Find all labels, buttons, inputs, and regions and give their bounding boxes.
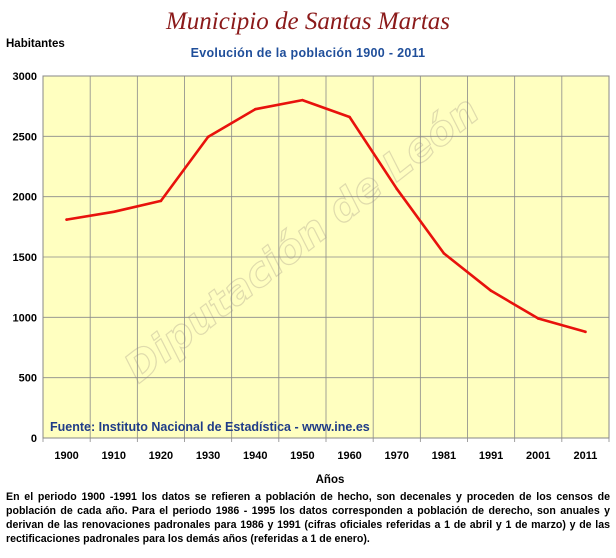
x-tick-label: 2001 [526, 450, 550, 462]
y-tick-label: 2000 [13, 192, 37, 204]
y-tick-label: 1500 [13, 252, 37, 264]
x-axis-label: Años [315, 474, 345, 486]
chart-plot: Diputación de León 050010001500200025003… [13, 71, 610, 462]
x-tick-label: 1960 [337, 450, 361, 462]
y-tick-label: 2500 [13, 131, 37, 143]
y-tick-label: 0 [31, 433, 37, 445]
x-tick-label: 2011 [573, 450, 597, 462]
x-tick-label: 1940 [243, 450, 267, 462]
x-tick-label: 1991 [479, 450, 503, 462]
x-tick-label: 1910 [102, 450, 126, 462]
x-tick-label: 1970 [385, 450, 409, 462]
y-tick-labels: 0 500 1000 1500 2000 2500 3000 [13, 71, 37, 445]
series-line [65, 98, 587, 334]
y-tick-label: 3000 [13, 71, 37, 83]
grid [42, 75, 610, 442]
chart-subtitle: Evolución de la población 1900 - 2011 [190, 46, 426, 60]
data-point [159, 199, 163, 203]
x-tick-label: 1950 [290, 450, 314, 462]
data-point [65, 218, 68, 221]
source-note: Fuente: Instituto Nacional de Estadístic… [50, 420, 370, 434]
y-axis-label: Habitantes [6, 38, 65, 50]
data-point [301, 98, 304, 102]
x-tick-label: 1930 [196, 450, 220, 462]
x-tick-label: 1900 [54, 450, 78, 462]
data-point [112, 210, 116, 214]
y-tick-label: 500 [19, 373, 37, 385]
data-point [395, 187, 399, 191]
x-tick-label: 1920 [149, 450, 173, 462]
data-point [253, 107, 257, 111]
y-tick-label: 1000 [13, 312, 37, 324]
chart-title: Municipio de Santas Martas [165, 8, 450, 35]
data-point [536, 317, 540, 320]
data-point [206, 135, 210, 139]
footnote: En el periodo 1900 -1991 los datos se re… [6, 491, 610, 545]
data-point [348, 115, 351, 119]
x-tick-labels: 1900 1910 1920 1930 1940 1950 1960 1970 1981 1991… [54, 450, 597, 462]
data-point [442, 252, 446, 255]
x-tick-label: 1981 [432, 450, 456, 462]
data-point [489, 289, 493, 293]
data-point [584, 330, 587, 334]
